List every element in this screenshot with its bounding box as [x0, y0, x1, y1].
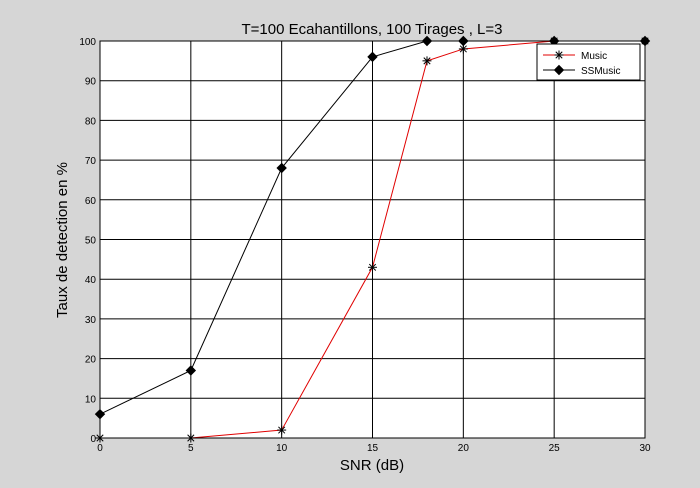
x-tick-label: 30 — [639, 443, 651, 454]
y-tick-label: 60 — [85, 196, 97, 207]
plot-frame — [99, 40, 646, 439]
data-point-ssmusic — [185, 365, 197, 376]
legend-label-ssmusic: SSMusic — [581, 66, 620, 77]
x-tick-label: 20 — [458, 443, 470, 454]
legend-label-music: Music — [581, 51, 607, 62]
data-point-ssmusic — [276, 162, 287, 174]
asterisk-stroke — [423, 57, 431, 65]
data-point-music — [277, 425, 287, 435]
y-tick-label: 90 — [85, 77, 97, 88]
legend-marker-ssmusic — [553, 64, 565, 76]
y-tick-label: 80 — [85, 116, 97, 127]
legend-marker-music — [554, 50, 564, 60]
x-tick-label: 0 — [97, 443, 103, 454]
y-tick-label: 10 — [85, 394, 97, 405]
x-tick-label: 15 — [367, 443, 379, 454]
legend-box — [536, 43, 641, 81]
series-line-music — [100, 40, 645, 439]
y-tick-label: 50 — [85, 236, 97, 247]
asterisk-stroke — [368, 263, 377, 271]
x-tick-label: 25 — [549, 443, 561, 454]
y-tick-label: 30 — [85, 315, 97, 326]
asterisk-stroke — [555, 51, 563, 59]
y-tick-label: 100 — [79, 37, 96, 48]
asterisk-stroke — [459, 45, 467, 53]
asterisk-stroke — [278, 426, 286, 434]
y-tick-label: 40 — [85, 275, 97, 286]
x-axis-label: SNR (dB) — [340, 457, 404, 474]
y-tick-label: 70 — [85, 156, 97, 167]
chart-title: T=100 Ecahantillons, 100 Tirages , L=3 — [241, 21, 502, 38]
y-tick-label: 20 — [85, 355, 97, 366]
data-point-music — [368, 262, 377, 272]
tick-labels: 0 5 10 15 20 25 30 0 10 20 30 40 50 60 70 80 90 100 — [79, 37, 651, 454]
y-axis-label: Taux de detection en % — [54, 162, 71, 318]
legend: Music SSMusic — [536, 43, 641, 81]
y-tick-label: 0 — [90, 434, 96, 445]
x-tick-label: 10 — [276, 443, 288, 454]
data-point-ssmusic — [367, 51, 378, 63]
data-point-music — [422, 56, 432, 66]
x-tick-label: 5 — [188, 443, 194, 454]
